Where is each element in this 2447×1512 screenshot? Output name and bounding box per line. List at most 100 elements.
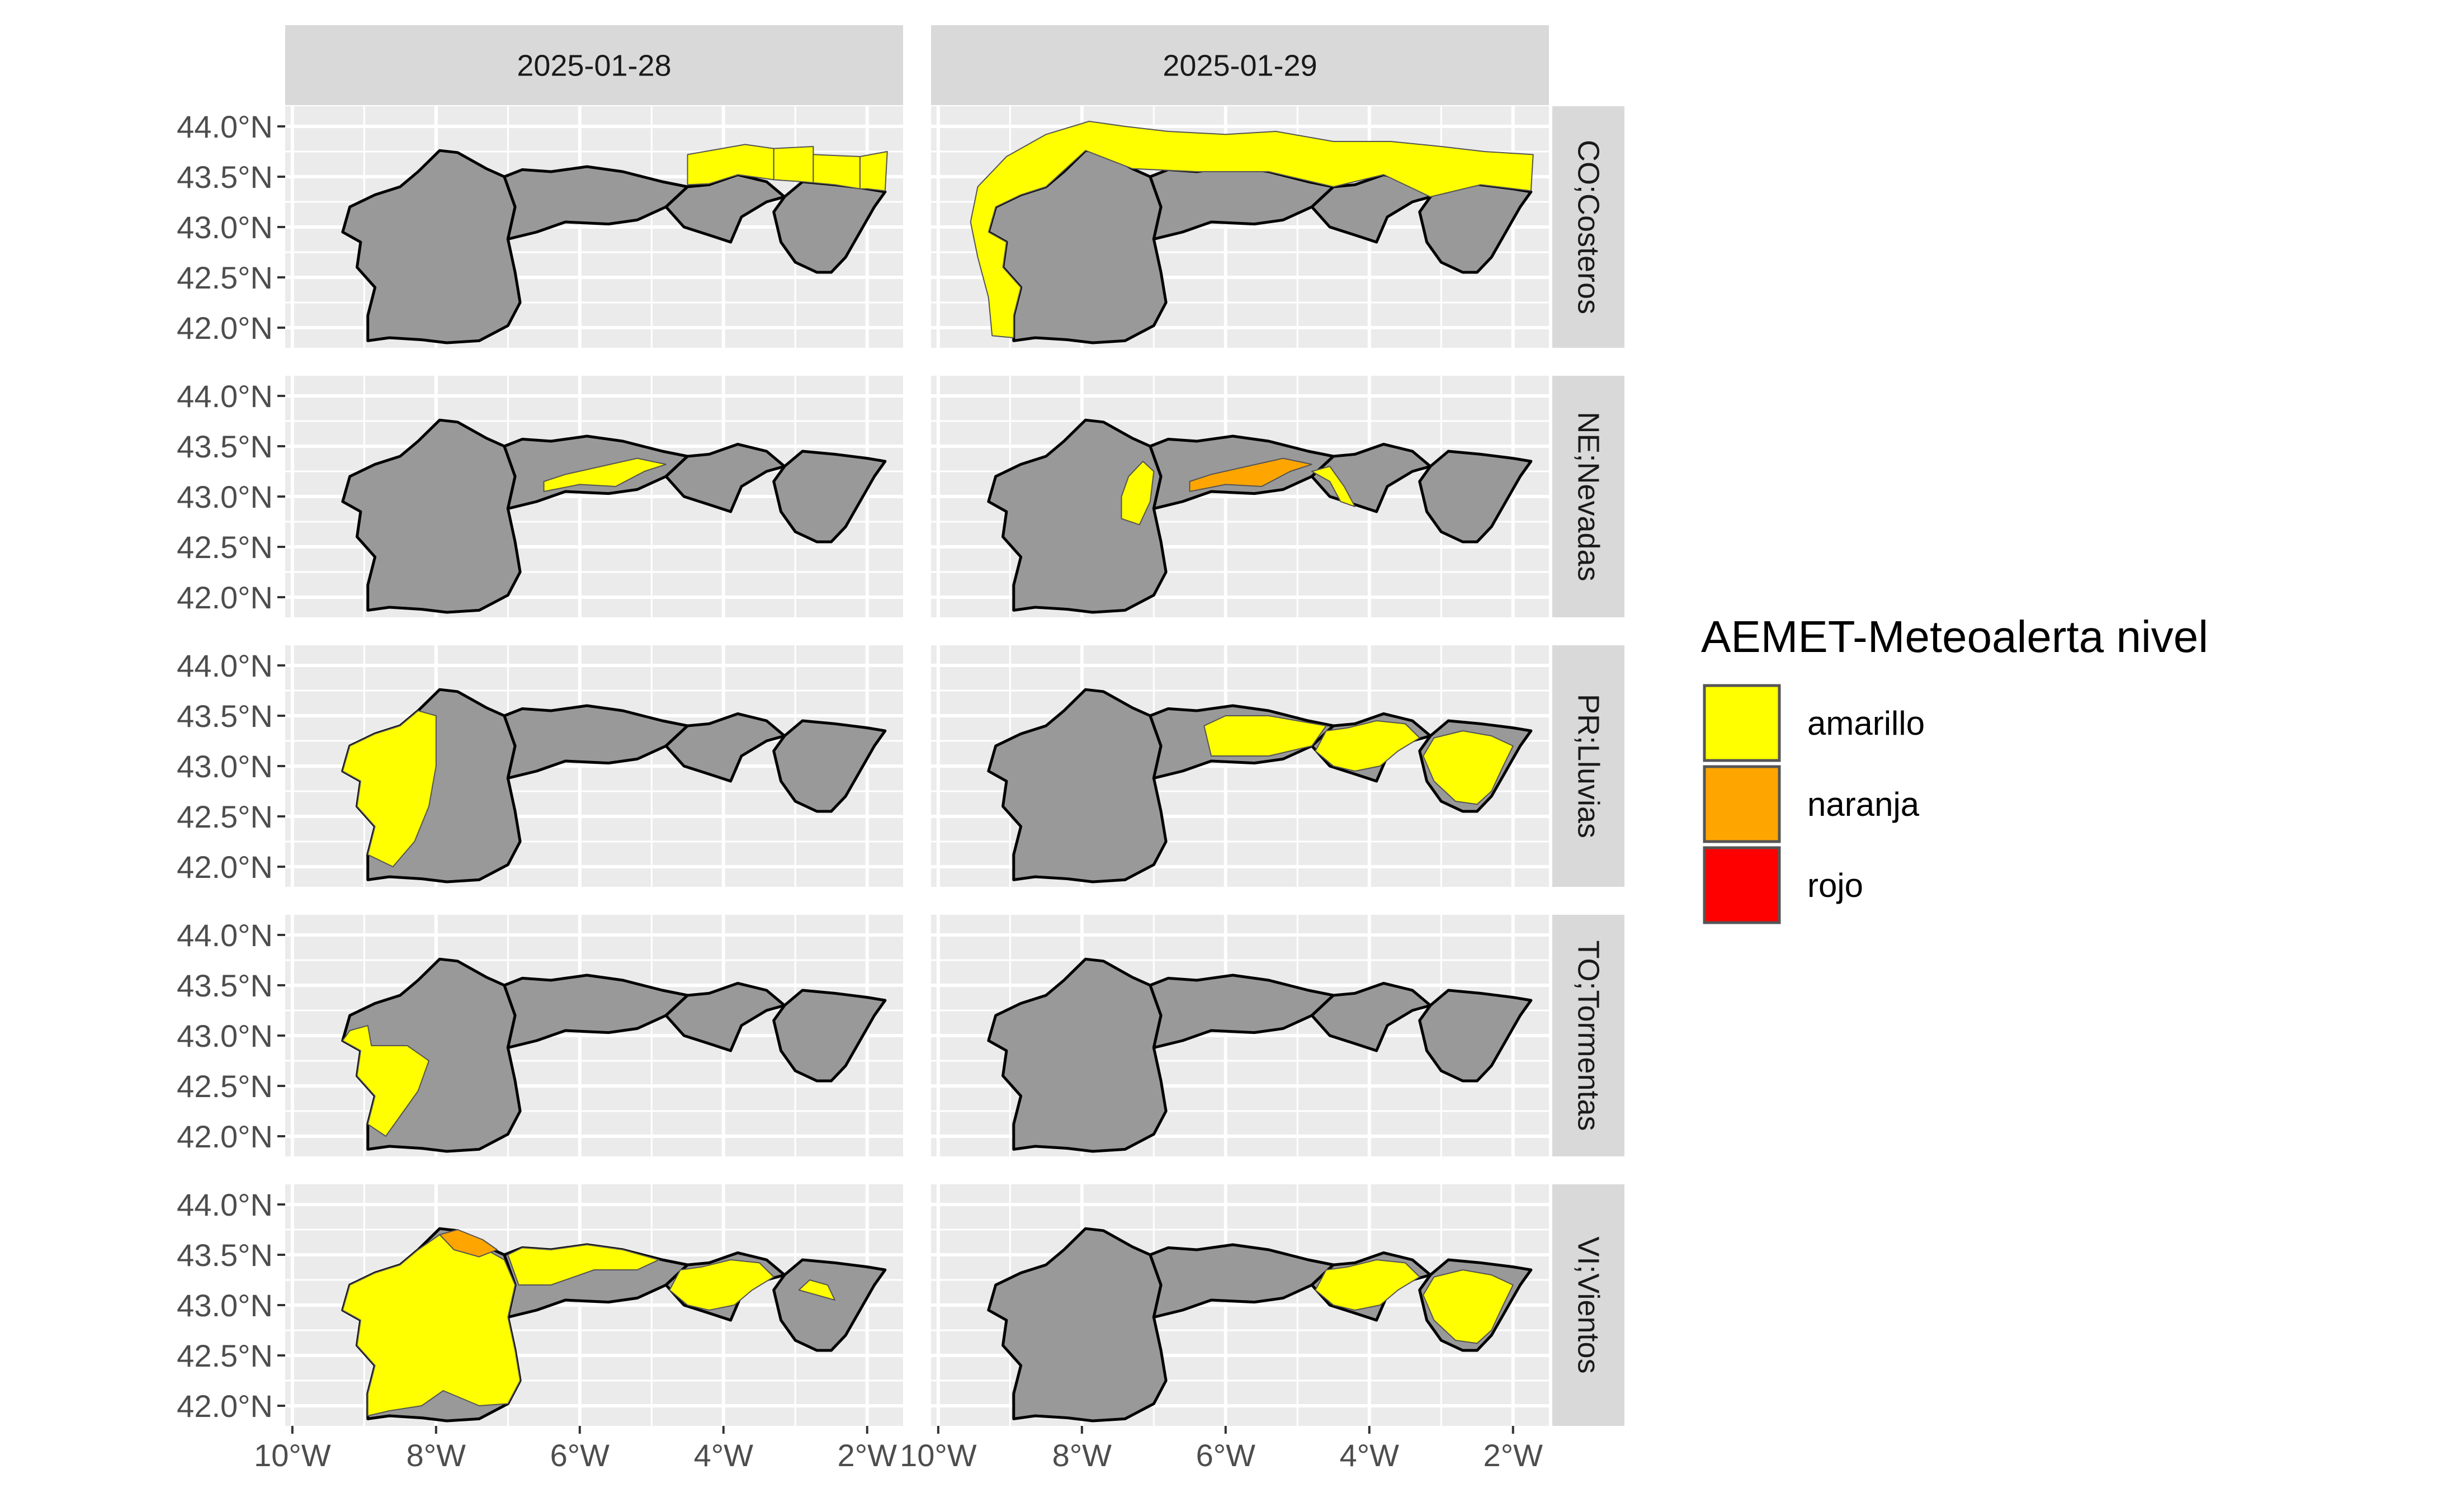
alert-zone-amarillo: [971, 121, 1533, 338]
region-can: [1312, 983, 1430, 1051]
y-tick-label: 44.0°N: [177, 918, 273, 953]
facet-strips: CO;Costeros NE;Nevadas PR;Lluvias TO;Tormen…: [285, 25, 1624, 1426]
alert-zone-amarillo: [544, 459, 666, 492]
facet-panel: [931, 106, 1549, 348]
x-tick-label: 10°W: [254, 1438, 331, 1473]
facet-panel: [285, 1184, 903, 1426]
alert-zone-amarillo: [1204, 716, 1326, 756]
y-tick-label: 42.5°N: [177, 1338, 273, 1373]
region-can: [666, 444, 785, 512]
facet-panel: [931, 915, 1549, 1156]
y-tick-label: 43.0°N: [177, 479, 273, 514]
map-layer: [343, 959, 885, 1151]
map-layer: [989, 689, 1531, 882]
alert-zone-amarillo: [1312, 466, 1355, 507]
alert-zone-amarillo: [1423, 1270, 1513, 1343]
row-strip: [1552, 1184, 1624, 1426]
map-layer: [343, 420, 885, 612]
region-gal: [989, 1228, 1166, 1421]
y-tick-label: 42.0°N: [177, 849, 273, 885]
facet-panel: [285, 915, 903, 1156]
row-strip-label: TO;Tormentas: [1572, 940, 1605, 1131]
y-tick-label: 42.5°N: [177, 260, 273, 295]
x-tick-label: 6°W: [550, 1438, 610, 1473]
alert-zone-amarillo: [1423, 731, 1513, 804]
facet-panel: [285, 106, 903, 348]
y-tick-label: 44.0°N: [177, 648, 273, 683]
facet-panel: [931, 1184, 1549, 1426]
row-strip: [1552, 376, 1624, 617]
x-tick-label: 2°W: [838, 1438, 897, 1473]
legend-title: AEMET-Meteoalerta nivel: [1701, 612, 2208, 662]
alert-zone-amarillo: [1315, 1260, 1419, 1310]
map-layer: [989, 420, 1531, 612]
x-tick-label: 8°W: [407, 1438, 466, 1473]
x-tick-label: 10°W: [900, 1438, 977, 1473]
x-tick-label: 8°W: [1052, 1438, 1112, 1473]
y-tick-label: 43.5°N: [177, 159, 273, 195]
x-tick-label: 2°W: [1484, 1438, 1543, 1473]
alert-zone-amarillo: [774, 147, 814, 183]
alert-zone-amarillo: [508, 1245, 659, 1285]
alert-zone-amarillo: [813, 154, 860, 188]
y-tick-label: 43.5°N: [177, 968, 273, 1003]
row-strip-label: NE;Nevadas: [1572, 412, 1605, 581]
y-tick-label: 42.0°N: [177, 1388, 273, 1424]
legend: AEMET-Meteoalerta nivel amarillo naranja ro…: [1701, 612, 2208, 924]
facet-panel: [285, 645, 903, 887]
map-layer: [343, 1228, 885, 1421]
y-tick-label: 43.0°N: [177, 1288, 273, 1323]
map-layer: [971, 121, 1533, 343]
facet-panel: [931, 376, 1549, 617]
region-bas: [774, 451, 885, 542]
row-strip: [1552, 106, 1624, 348]
region-can: [666, 983, 785, 1051]
region-bas: [774, 1260, 885, 1350]
y-tick-label: 42.5°N: [177, 799, 273, 834]
y-tick-label: 42.0°N: [177, 580, 273, 615]
legend-key-naranja: [1703, 765, 1781, 843]
alert-zone-amarillo: [860, 152, 887, 191]
y-tick-label: 42.5°N: [177, 1069, 273, 1104]
y-tick-label: 43.5°N: [177, 698, 273, 734]
alert-zone-amarillo: [669, 1260, 773, 1310]
column-strip: [285, 25, 903, 105]
y-tick-label: 42.5°N: [177, 530, 273, 565]
alert-zone-naranja: [440, 1230, 497, 1257]
alert-zone-amarillo: [1315, 721, 1419, 771]
legend-label: amarillo: [1807, 705, 1925, 742]
alert-zone-amarillo: [1121, 461, 1154, 525]
region-gal: [343, 150, 520, 343]
row-strip-label: VI;Vientos: [1572, 1236, 1605, 1373]
row-strip: [1552, 915, 1624, 1156]
y-tick-label: 44.0°N: [177, 109, 273, 144]
legend-key-rojo: [1703, 846, 1781, 924]
row-strip: [1552, 645, 1624, 887]
region-bas: [774, 990, 885, 1081]
map-layer: [989, 1228, 1531, 1421]
y-tick-label: 43.0°N: [177, 210, 273, 245]
column-strip-label: 2025-01-28: [517, 49, 671, 83]
region-bas: [774, 721, 885, 811]
y-tick-label: 44.0°N: [177, 379, 273, 414]
map-layer: [343, 689, 885, 882]
region-gal: [989, 959, 1166, 1151]
y-tick-label: 42.0°N: [177, 310, 273, 346]
region-bas: [1420, 451, 1531, 542]
x-tick-label: 6°W: [1196, 1438, 1256, 1473]
axes: 44.0°N 43.5°N 43.0°N 42.5°N 42.0°N 44.0°N 43.5…: [177, 109, 1543, 1473]
y-tick-label: 43.0°N: [177, 1018, 273, 1053]
y-tick-label: 43.5°N: [177, 1237, 273, 1273]
y-tick-label: 43.0°N: [177, 749, 273, 784]
legend-label: rojo: [1807, 867, 1863, 904]
map-layer: [989, 959, 1531, 1151]
facet-panel: [931, 645, 1549, 887]
facet-panel: [285, 376, 903, 617]
legend-label: naranja: [1807, 786, 1920, 823]
alert-zone-amarillo: [343, 1026, 429, 1136]
alert-zone-amarillo: [343, 711, 436, 867]
x-tick-label: 4°W: [694, 1438, 754, 1473]
region-can: [666, 714, 785, 781]
column-strip-label: 2025-01-29: [1163, 49, 1317, 83]
